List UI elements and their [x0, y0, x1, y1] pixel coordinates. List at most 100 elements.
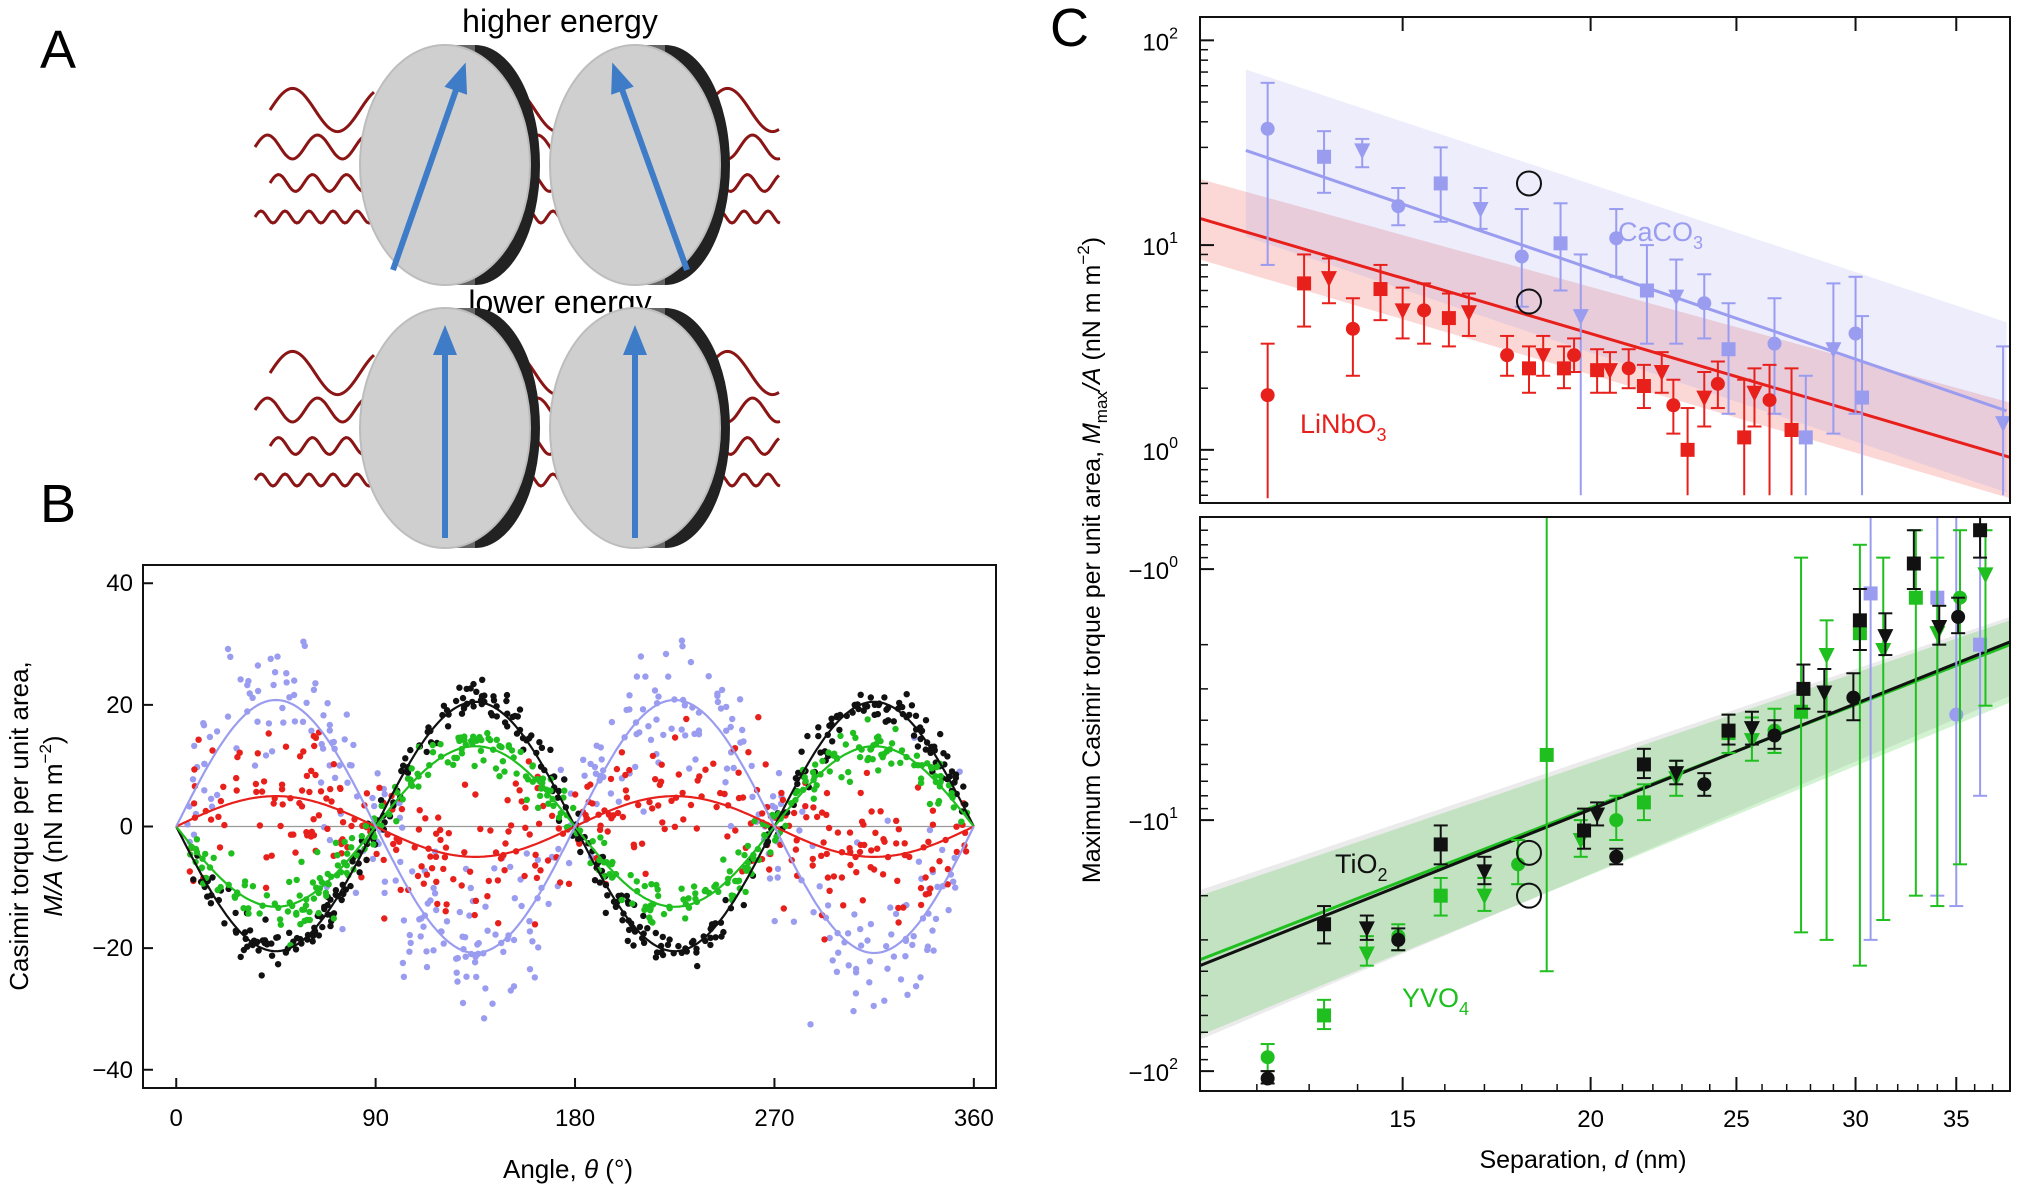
panel-c-top-points	[1260, 81, 2010, 499]
data-point-LiNbO3	[317, 788, 325, 795]
data-point-YVO4	[1260, 1050, 1275, 1065]
data-point-TiO2	[1852, 613, 1867, 628]
panel-c-bottom-fits	[1200, 640, 2010, 968]
data-point-LiNbO3	[279, 801, 286, 808]
data-point-LiNbO3	[420, 880, 427, 887]
data-point-LiNbO3	[278, 781, 286, 788]
data-point-LiNbO3	[582, 811, 589, 819]
data-point-YVO4	[496, 773, 503, 780]
data-point-TiO2	[903, 691, 910, 698]
data-point-YVO4	[245, 910, 252, 917]
data-point-LiNbO3	[565, 880, 573, 887]
data-point-LiNbO3	[929, 866, 936, 873]
data-point-CaCO3	[319, 745, 327, 752]
data-point-CaCO3	[369, 855, 377, 863]
x-tick-label: 35	[1943, 1106, 1970, 1133]
data-point-LiNbO3	[323, 795, 330, 802]
data-point-LiNbO3	[270, 800, 277, 807]
data-point-YVO4	[437, 741, 444, 748]
data-point-TiO2	[675, 942, 682, 950]
data-point-LiNbO3	[809, 862, 816, 869]
data-point-TiO2	[623, 892, 631, 900]
data-point-CaCO3	[790, 918, 798, 925]
panel-c-y-axis-label: Maximum Casimir torque per unit area, Mm…	[1074, 237, 1111, 883]
data-point-TiO2	[493, 713, 500, 720]
data-point-CaCO3	[274, 653, 281, 660]
data-point-CaCO3	[430, 947, 437, 954]
data-point-YVO4	[682, 915, 689, 922]
data-point-YVO4	[315, 909, 322, 917]
data-point-LiNbO3	[502, 840, 509, 847]
data-point-TiO2	[596, 879, 604, 886]
data-point-LiNbO3	[671, 734, 679, 741]
data-point-CaCO3	[400, 917, 408, 924]
data-point-LiNbO3	[846, 829, 854, 836]
polarization-arrow	[390, 69, 466, 271]
data-point-LiNbO3	[1320, 271, 1337, 288]
data-point-TiO2	[262, 916, 269, 923]
data-point-LiNbO3	[544, 857, 552, 864]
data-point-LiNbO3	[1260, 388, 1275, 403]
data-point-CaCO3	[775, 769, 783, 777]
data-point-CaCO3	[844, 930, 852, 937]
data-point-YVO4	[277, 921, 284, 928]
data-point-YVO4	[202, 850, 209, 858]
data-point-YVO4	[341, 838, 348, 846]
data-point-CaCO3	[727, 723, 734, 731]
x-tick-label: 25	[1723, 1106, 1750, 1133]
data-point-LiNbO3	[312, 734, 320, 741]
data-point-LiNbO3	[877, 808, 884, 815]
data-point-CaCO3	[850, 1007, 857, 1015]
data-point-YVO4	[913, 752, 921, 759]
data-point-YVO4	[618, 896, 625, 904]
data-point-CaCO3	[642, 673, 649, 680]
data-point-LiNbO3	[1535, 348, 1552, 365]
open-circle-marker	[1515, 882, 1542, 909]
data-point-LiNbO3	[1345, 321, 1360, 336]
data-point-TiO2	[274, 961, 282, 968]
data-point-CaCO3	[592, 770, 600, 777]
data-point-YVO4	[415, 783, 422, 790]
data-point-LiNbO3	[414, 872, 422, 880]
data-point-CaCO3	[615, 798, 622, 805]
data-point-YVO4	[852, 734, 859, 741]
data-point-TiO2	[255, 947, 262, 954]
data-point-LiNbO3	[861, 841, 868, 849]
data-point-LiNbO3	[458, 882, 465, 889]
data-point-LiNbO3	[220, 783, 227, 790]
data-point-CaCO3	[324, 700, 331, 707]
data-point-CaCO3	[660, 731, 667, 739]
data-point-YVO4	[498, 743, 505, 751]
data-point-LiNbO3	[659, 819, 666, 826]
data-point-YVO4	[801, 774, 808, 781]
data-point-CaCO3	[771, 917, 778, 925]
data-point-CaCO3	[866, 979, 873, 986]
data-point-CaCO3	[598, 756, 605, 763]
data-point-CaCO3	[244, 681, 251, 689]
arrowhead	[433, 325, 457, 355]
data-point-LiNbO3	[604, 828, 611, 835]
data-point-YVO4	[606, 871, 613, 878]
data-point-YVO4	[316, 874, 323, 882]
data-point-LiNbO3	[308, 828, 315, 835]
panel-c-top-ticks: 102 101 100	[1142, 25, 1214, 497]
data-point-CaCO3	[902, 953, 909, 960]
data-point-YVO4	[522, 773, 530, 780]
data-point-YVO4	[692, 895, 699, 902]
data-point-YVO4	[1358, 946, 1375, 963]
data-point-LiNbO3	[868, 847, 875, 854]
data-point-YVO4	[678, 885, 685, 892]
data-point-CaCO3	[251, 762, 259, 769]
data-point-TiO2	[1589, 807, 1606, 824]
data-point-YVO4	[370, 841, 377, 848]
data-point-YVO4	[792, 789, 799, 797]
data-point-TiO2	[377, 797, 385, 804]
data-point-TiO2	[513, 730, 521, 737]
data-point-TiO2	[423, 748, 430, 756]
data-point-YVO4	[1818, 648, 1835, 665]
panel-c-bottom-ticks: 15 20 25 30 35 −100 −101 −102	[1128, 17, 2011, 1133]
data-point-YVO4	[332, 839, 340, 846]
y-tick-label: 100	[1142, 435, 1178, 466]
data-point-CaCO3	[888, 931, 895, 938]
data-point-LiNbO3	[310, 816, 317, 823]
